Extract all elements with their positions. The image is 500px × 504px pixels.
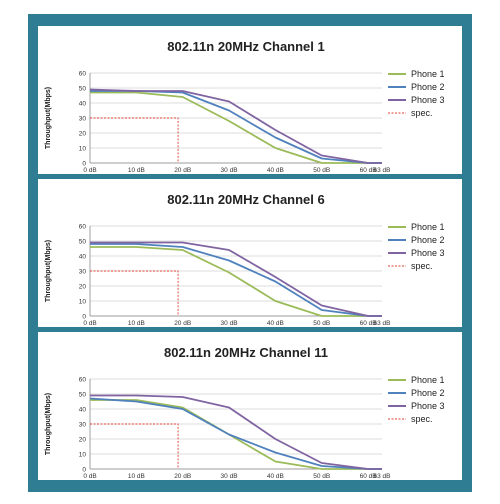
y-tick-label: 60 [79, 376, 87, 383]
x-tick-label: 20 dB [174, 320, 191, 327]
chart-title: 802.11n 20MHz Channel 11 [164, 345, 328, 360]
x-tick-label: 10 dB [128, 167, 145, 174]
x-tick-label: 63 dB [374, 167, 391, 174]
x-tick-label: 10 dB [128, 473, 145, 480]
legend-label: Phone 1 [411, 69, 445, 79]
x-tick-label: 10 dB [128, 320, 145, 327]
y-tick-label: 40 [79, 253, 87, 260]
x-tick-label: 60 dB [360, 167, 377, 174]
x-tick-label: 40 dB [267, 320, 284, 327]
legend-label: spec. [411, 261, 433, 271]
x-tick-label: 0 dB [83, 473, 96, 480]
legend-label: Phone 2 [411, 235, 445, 245]
y-tick-label: 30 [79, 421, 87, 428]
legend-label: Phone 3 [411, 248, 445, 258]
x-tick-label: 63 dB [374, 320, 391, 327]
y-axis-label: Throughput(Mbps) [45, 393, 52, 455]
y-tick-label: 50 [79, 85, 87, 92]
x-tick-label: 30 dB [221, 320, 238, 327]
series-line-phone-2 [90, 90, 382, 164]
x-tick-label: 20 dB [174, 473, 191, 480]
y-tick-label: 20 [79, 130, 87, 137]
x-tick-label: 50 dB [313, 320, 330, 327]
y-tick-label: 60 [79, 223, 87, 230]
series-line-phone-1 [90, 246, 382, 317]
y-tick-label: 10 [79, 451, 87, 458]
x-tick-label: 60 dB [360, 473, 377, 480]
chart-panel-channel-11: 802.11n 20MHz Channel 11 Throughput(Mbps)… [38, 332, 462, 480]
y-tick-label: 20 [79, 436, 87, 443]
series-line-phone-3 [90, 394, 382, 470]
series-line-phone-1 [90, 399, 382, 470]
x-tick-label: 50 dB [313, 473, 330, 480]
y-tick-label: 0 [82, 466, 86, 473]
y-tick-label: 50 [79, 238, 87, 245]
x-tick-label: 40 dB [267, 167, 284, 174]
x-tick-label: 60 dB [360, 320, 377, 327]
spec-line [90, 117, 179, 163]
chart-title: 802.11n 20MHz Channel 6 [167, 192, 325, 207]
y-tick-label: 0 [82, 313, 86, 320]
y-tick-label: 50 [79, 391, 87, 398]
series-line-phone-3 [89, 88, 382, 164]
x-tick-label: 0 dB [83, 320, 96, 327]
x-tick-label: 63 dB [374, 473, 391, 480]
x-tick-label: 20 dB [174, 167, 191, 174]
legend-label: Phone 3 [411, 95, 445, 105]
y-tick-label: 60 [79, 70, 87, 77]
chart-channel-11: 802.11n 20MHz Channel 11 Throughput(Mbps)… [45, 345, 445, 480]
legend-label: Phone 2 [411, 82, 445, 92]
x-tick-label: 40 dB [267, 473, 284, 480]
spec-line [90, 423, 179, 469]
y-tick-label: 40 [79, 406, 87, 413]
legend-label: Phone 1 [411, 375, 445, 385]
y-axis-label: Throughput(Mbps) [45, 240, 52, 302]
legend-label: spec. [411, 108, 433, 118]
legend-label: Phone 1 [411, 222, 445, 232]
x-tick-label: 50 dB [313, 167, 330, 174]
legend-label: spec. [411, 414, 433, 424]
chart-title: 802.11n 20MHz Channel 1 [167, 39, 325, 54]
chart-channel-6: 802.11n 20MHz Channel 6 Throughput(Mbps) 0… [45, 192, 445, 327]
figure-frame: 802.11n 20MHz Channel 1 Throughput(Mbps) 0… [28, 14, 472, 492]
x-tick-label: 0 dB [83, 167, 96, 174]
y-tick-label: 10 [79, 298, 87, 305]
y-tick-label: 40 [79, 100, 87, 107]
y-tick-label: 30 [79, 268, 87, 275]
y-tick-label: 0 [82, 160, 86, 167]
spec-line [90, 270, 179, 316]
chart-panel-channel-1: 802.11n 20MHz Channel 1 Throughput(Mbps) 0… [38, 26, 462, 174]
legend-label: Phone 3 [411, 401, 445, 411]
y-tick-label: 30 [79, 115, 87, 122]
y-tick-label: 20 [79, 283, 87, 290]
x-tick-label: 30 dB [221, 167, 238, 174]
y-tick-label: 10 [79, 145, 87, 152]
chart-panel-channel-6: 802.11n 20MHz Channel 6 Throughput(Mbps) 0… [38, 179, 462, 327]
y-axis-label: Throughput(Mbps) [45, 87, 52, 149]
x-tick-label: 30 dB [221, 473, 238, 480]
legend-label: Phone 2 [411, 388, 445, 398]
series-line-phone-3 [90, 241, 382, 317]
chart-channel-1: 802.11n 20MHz Channel 1 Throughput(Mbps) 0… [45, 39, 445, 174]
